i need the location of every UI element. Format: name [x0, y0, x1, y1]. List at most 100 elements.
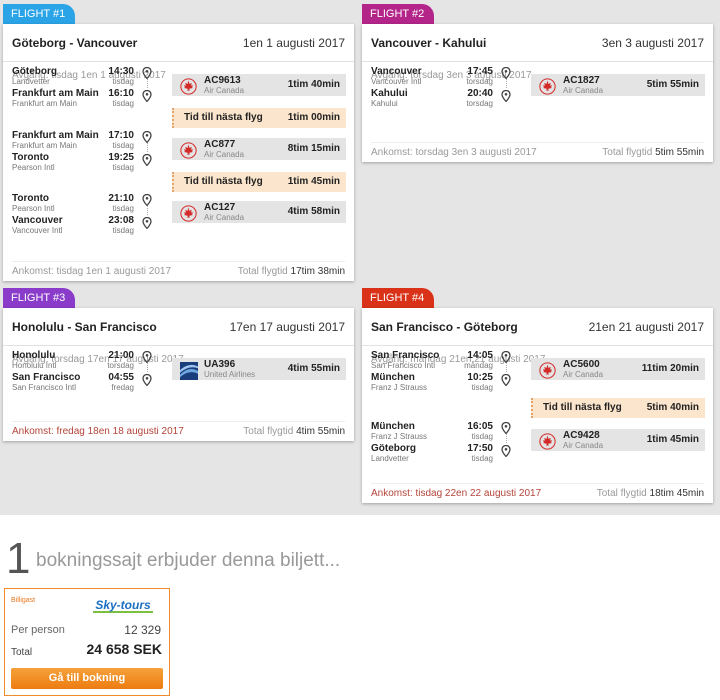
route-title: San Francisco - Göteborg [371, 319, 518, 334]
location-pin-icon [501, 421, 511, 435]
segment-arr-day: tisdag [471, 383, 493, 392]
flight-duration: 4tim 58min [287, 206, 340, 217]
segment-from-airport: Frankfurt am Main [12, 141, 77, 150]
location-pin-icon [142, 350, 152, 364]
total-flight-time-value: 4tim 55min [296, 426, 345, 437]
flight-tab[interactable]: FLIGHT #1 [3, 4, 76, 25]
go-to-booking-button[interactable]: Gå till bokning [11, 668, 163, 689]
offer-count: 1 [6, 534, 31, 583]
segment-arr-time: 17:50 [467, 443, 493, 454]
air-canada-icon [180, 205, 197, 222]
segment-arr-day: tisdag [112, 226, 134, 235]
segment-arr-day: tisdag [471, 454, 493, 463]
flight-info-box[interactable]: AC9613 Air Canada 1tim 40min [172, 74, 346, 96]
arrival-info: Ankomst: tisdag 1en 1 augusti 2017 Total … [12, 261, 345, 281]
segment-from-airport: Honolulu Intl [12, 361, 57, 370]
flight-card-body: Göteborg - Vancouver 1en 1 augusti 2017 Av… [3, 24, 354, 281]
segment-dep-day: tisdag [112, 141, 134, 150]
flight-header: San Francisco - Göteborg 21en 21 augusti … [362, 308, 713, 346]
segment-from-city: Frankfurt am Main [12, 130, 99, 141]
location-pin-icon [501, 89, 511, 103]
flight-tab[interactable]: FLIGHT #4 [362, 288, 435, 309]
segment-to-city: Vancouver [12, 215, 63, 226]
air-canada-icon [180, 78, 197, 95]
flight-tab[interactable]: FLIGHT #2 [362, 4, 435, 25]
layover-duration: 1tim 00min [287, 112, 340, 123]
flight-number: UA396 [204, 359, 236, 370]
flight-info-box[interactable]: AC9428 Air Canada 1tim 45min [531, 429, 705, 451]
segment-arr-time: 23:08 [108, 215, 134, 226]
segment-dep-day: torsdag [107, 361, 134, 370]
segment-dep-time: 17:45 [467, 66, 493, 77]
arrival-label: Ankomst: [12, 266, 54, 277]
flight-card-body: San Francisco - Göteborg 21en 21 augusti … [362, 308, 713, 503]
airline-name: Air Canada [563, 86, 604, 95]
route-title: Honolulu - San Francisco [12, 319, 157, 334]
flight-tab[interactable]: FLIGHT #3 [3, 288, 76, 309]
arrival-value: fredag 18en 18 augusti 2017 [56, 426, 184, 437]
route-title: Göteborg - Vancouver [12, 35, 138, 50]
air-canada-icon [539, 78, 556, 95]
segment-to-airport: Vancouver Intl [12, 226, 63, 235]
layover-box: Tid till nästa flyg 5tim 40min [531, 398, 705, 418]
location-pin-icon [142, 193, 152, 207]
per-person-price: 12 329 [124, 623, 161, 637]
arrival-label: Ankomst: [371, 488, 413, 499]
flight-header: Göteborg - Vancouver 1en 1 augusti 2017 [3, 24, 354, 62]
flight-duration: 1tim 45min [646, 434, 699, 445]
flight-number: AC9613 [204, 75, 241, 86]
segment-from-city: Toronto [12, 193, 50, 204]
flight-date: 3en 3 augusti 2017 [601, 35, 704, 50]
segment-to-airport: Frankfurt am Main [12, 99, 77, 108]
route-connector [147, 363, 148, 372]
segment-arr-time: 04:55 [108, 372, 134, 383]
segment-dep-day: tisdag [112, 204, 134, 213]
segment-dep-day: tisdag [112, 77, 134, 86]
arrival-value: tisdag 22en 22 augusti 2017 [415, 488, 542, 499]
segment-from-city: Vancouver [371, 66, 422, 77]
total-flight-time-value: 18tim 45min [649, 488, 704, 499]
airline-name: Air Canada [204, 150, 245, 159]
departure-value: tisdag 1en 1 augusti 2017 [51, 70, 166, 81]
flight-duration: 8tim 15min [287, 143, 340, 154]
flight-card-3: FLIGHT #3 Honolulu - San Francisco 17en 17… [3, 288, 354, 441]
segment-arr-time: 16:10 [108, 88, 134, 99]
offer-count-text: bokningssajt erbjuder denna biljett... [36, 550, 341, 571]
segment-to-airport: Kahului [371, 99, 398, 108]
location-pin-icon [142, 216, 152, 230]
layover-label: Tid till nästa flyg [184, 112, 263, 123]
arrival-value: torsdag 3en 3 augusti 2017 [415, 147, 537, 158]
route-connector [506, 363, 507, 372]
segment-dep-time: 21:00 [108, 350, 134, 361]
total-flight-time-label: Total flygtid [237, 266, 288, 277]
cheapest-label: Billigast [11, 597, 36, 604]
layover-label: Tid till nästa flyg [184, 176, 263, 187]
booking-site-logo[interactable]: Sky-tours [93, 597, 153, 613]
location-pin-icon [142, 89, 152, 103]
flight-info-box[interactable]: AC127 Air Canada 4tim 58min [172, 201, 346, 223]
booking-offer-card: Billigast Sky-tours Per person 12 329 To… [4, 588, 170, 696]
route-connector [147, 206, 148, 215]
flight-info-box[interactable]: AC1827 Air Canada 5tim 55min [531, 74, 705, 96]
location-pin-icon [501, 444, 511, 458]
flight-info-box[interactable]: UA396 United Airlines 4tim 55min [172, 358, 346, 380]
airline-name: Air Canada [563, 441, 604, 450]
arrival-value: tisdag 1en 1 augusti 2017 [56, 266, 172, 277]
flight-info-box[interactable]: AC877 Air Canada 8tim 15min [172, 138, 346, 160]
total-flight-time-value: 17tim 38min [290, 266, 345, 277]
departure-info: Avgång: torsdag 3en 3 augusti 2017 [362, 62, 713, 86]
segment-to-airport: Franz J Strauss [371, 383, 428, 392]
route-connector [147, 143, 148, 152]
flight-duration: 5tim 55min [646, 79, 699, 90]
departure-info: Avgång: tisdag 1en 1 augusti 2017 [3, 62, 354, 86]
segment-to-city: Göteborg [371, 443, 416, 454]
departure-value: torsdag 3en 3 augusti 2017 [410, 70, 532, 81]
flight-number: AC877 [204, 139, 236, 150]
flight-info-box[interactable]: AC5600 Air Canada 11tim 20min [531, 358, 705, 380]
segment-from-airport: Franz J Strauss [371, 432, 428, 441]
segment-arr-time: 10:25 [467, 372, 493, 383]
segment-to-city: Frankfurt am Main [12, 88, 99, 99]
segment-to-airport: Landvetter [371, 454, 409, 463]
segment-from-airport: Pearson Intl [12, 204, 55, 213]
departure-label: Avgång: [12, 354, 49, 365]
